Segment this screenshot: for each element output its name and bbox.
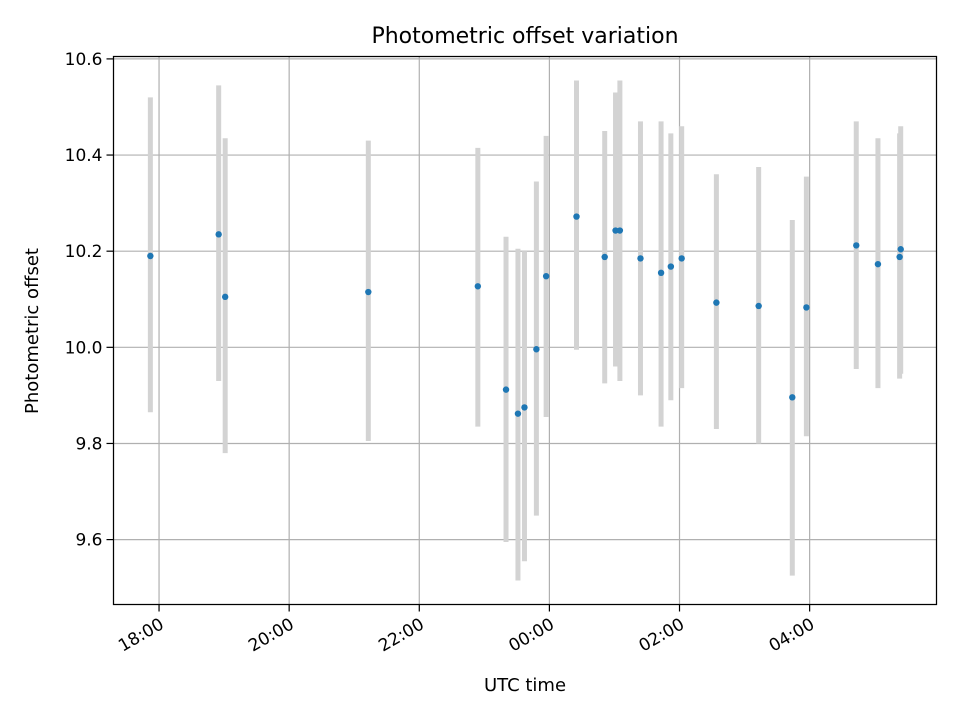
data-point (521, 404, 528, 411)
data-point (657, 269, 665, 277)
x-axis-label: UTC time (484, 675, 566, 696)
data-point (221, 293, 229, 301)
data-points (147, 213, 904, 417)
data-point (803, 304, 810, 311)
data-point (789, 394, 796, 401)
y-tick-label: 10.0 (65, 338, 103, 358)
data-point (616, 227, 624, 234)
data-point (755, 302, 762, 310)
y-axis-ticks: 9.6 9.8 10.0 10.2 10.4 10.6 (65, 50, 114, 551)
data-point (542, 272, 550, 280)
plot-frame (112, 55, 938, 606)
data-point (215, 231, 222, 238)
data-point (533, 346, 540, 353)
x-tick-label: 02:00 (636, 615, 688, 657)
x-tick-label: 20:00 (245, 615, 297, 657)
x-axis-ticks: 18:00 20:00 22:00 00:00 02:00 04:00 (115, 604, 818, 657)
y-tick-label: 9.8 (75, 434, 102, 454)
data-point (365, 288, 372, 296)
data-point (502, 386, 510, 393)
data-point (853, 242, 860, 249)
data-point (678, 255, 685, 262)
data-point (667, 263, 675, 270)
x-tick-label: 04:00 (766, 615, 818, 657)
y-tick-label: 9.6 (75, 531, 102, 551)
x-tick-label: 22:00 (375, 615, 427, 657)
x-tick-label: 18:00 (115, 615, 167, 657)
chart-title: Photometric offset variation (371, 24, 678, 49)
y-axis-label: Photometric offset (22, 248, 43, 414)
y-tick-label: 10.2 (65, 242, 103, 262)
data-point (637, 255, 644, 262)
data-point (713, 299, 720, 306)
y-tick-label: 10.4 (65, 146, 103, 166)
x-tick-label: 00:00 (505, 615, 557, 657)
data-point (474, 283, 482, 290)
y-tick-label: 10.6 (65, 50, 103, 70)
data-point (147, 252, 154, 260)
data-point (601, 253, 608, 261)
data-point (573, 213, 580, 220)
data-point (874, 260, 882, 268)
data-point (897, 246, 904, 253)
data-point (896, 253, 903, 261)
data-point (514, 410, 522, 417)
